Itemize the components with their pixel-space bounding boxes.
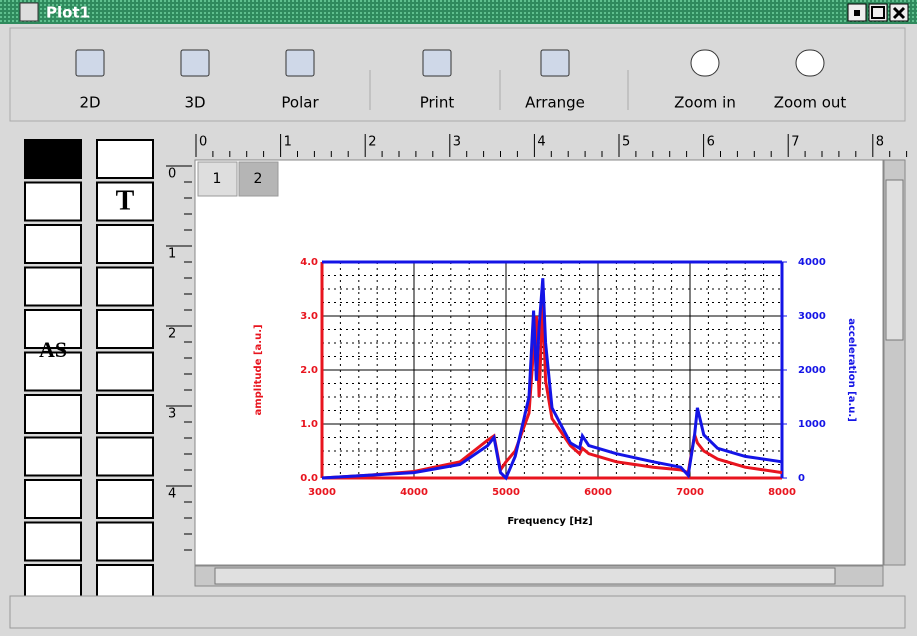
ruler-label: 1 (284, 135, 292, 150)
toolbar-icon (796, 50, 824, 76)
ruler-label: 1 (168, 247, 176, 262)
h-ruler (163, 130, 883, 158)
ruler-label: 2 (368, 135, 376, 150)
y2-tick-label: 0 (798, 473, 805, 484)
tool-button[interactable] (97, 523, 153, 561)
y-tick-label: 3.0 (300, 311, 318, 322)
tool-text: T (116, 185, 135, 216)
tool-button[interactable] (25, 523, 81, 561)
ruler-label: 0 (168, 167, 176, 182)
ruler-label: 3 (453, 135, 461, 150)
tool-button[interactable] (97, 225, 153, 263)
toolbar-label: Print (420, 94, 455, 112)
y-tick-label: 1.0 (300, 419, 318, 430)
y2-tick-label: 2000 (798, 365, 826, 376)
x-tick-label: 7000 (676, 487, 704, 498)
toolbar-label: Polar (281, 94, 319, 112)
tool-button[interactable] (25, 395, 81, 433)
tool-text: AS (39, 337, 67, 362)
ruler-label: 8 (876, 135, 884, 150)
y2-axis-label: acceleration [a.u.] (846, 318, 857, 422)
tool-button[interactable] (97, 140, 153, 178)
toolbar-icon (286, 50, 314, 76)
y2-tick-label: 1000 (798, 419, 826, 430)
ruler-label: 7 (791, 135, 799, 150)
toolbar-icon (541, 50, 569, 76)
h-scroll-thumb[interactable] (215, 568, 835, 584)
toolbar-label: 3D (184, 94, 205, 112)
tool-button[interactable] (97, 480, 153, 518)
tool-button[interactable] (25, 480, 81, 518)
window-title: Plot1 (46, 4, 90, 22)
y2-tick-label: 4000 (798, 257, 826, 268)
tool-button[interactable] (25, 183, 81, 221)
y-tick-label: 2.0 (300, 365, 318, 376)
x-tick-label: 4000 (400, 487, 428, 498)
tool-button[interactable] (97, 353, 153, 391)
ruler-label: 2 (168, 327, 176, 342)
toolbar-icon (691, 50, 719, 76)
tool-button[interactable] (25, 438, 81, 476)
tab-label: 2 (254, 171, 263, 187)
v-scroll-thumb[interactable] (886, 180, 903, 340)
toolbar-icon (76, 50, 104, 76)
tool-button[interactable] (97, 438, 153, 476)
tool-button[interactable] (97, 310, 153, 348)
window-buttons[interactable] (848, 4, 908, 21)
x-axis-label: Frequency [Hz] (507, 516, 592, 527)
ruler-label: 6 (707, 135, 715, 150)
toolbar-label: Arrange (525, 94, 585, 112)
toolbar-label: Zoom in (674, 94, 736, 112)
tool-button[interactable] (97, 268, 153, 306)
x-tick-label: 5000 (492, 487, 520, 498)
y-axis-label: amplitude [a.u.] (253, 324, 264, 415)
toolbar-icon (181, 50, 209, 76)
title-bar (0, 0, 917, 24)
tool-button[interactable] (97, 395, 153, 433)
x-tick-label: 3000 (308, 487, 336, 498)
status-bar (10, 596, 905, 628)
toolbar-icon (423, 50, 451, 76)
toolbar-label: 2D (79, 94, 100, 112)
ruler-label: 4 (168, 487, 176, 502)
x-tick-label: 8000 (768, 487, 796, 498)
toolbar-label: Zoom out (774, 94, 847, 112)
ruler-label: 4 (537, 135, 545, 150)
tool-button[interactable] (25, 268, 81, 306)
tool-button[interactable] (25, 140, 81, 178)
x-tick-label: 6000 (584, 487, 612, 498)
y-tick-label: 0.0 (300, 473, 318, 484)
tab-label: 1 (213, 171, 222, 187)
v-ruler (163, 158, 193, 568)
ruler-label: 0 (199, 135, 207, 150)
y-tick-label: 4.0 (300, 257, 318, 268)
ruler-label: 3 (168, 407, 176, 422)
y2-tick-label: 3000 (798, 311, 826, 322)
window: Plot1 T AS Frequency [Hz] amplitude [a.u.… (0, 0, 917, 636)
tool-button[interactable] (25, 225, 81, 263)
ruler-label: 5 (622, 135, 630, 150)
window-icon (20, 3, 38, 21)
